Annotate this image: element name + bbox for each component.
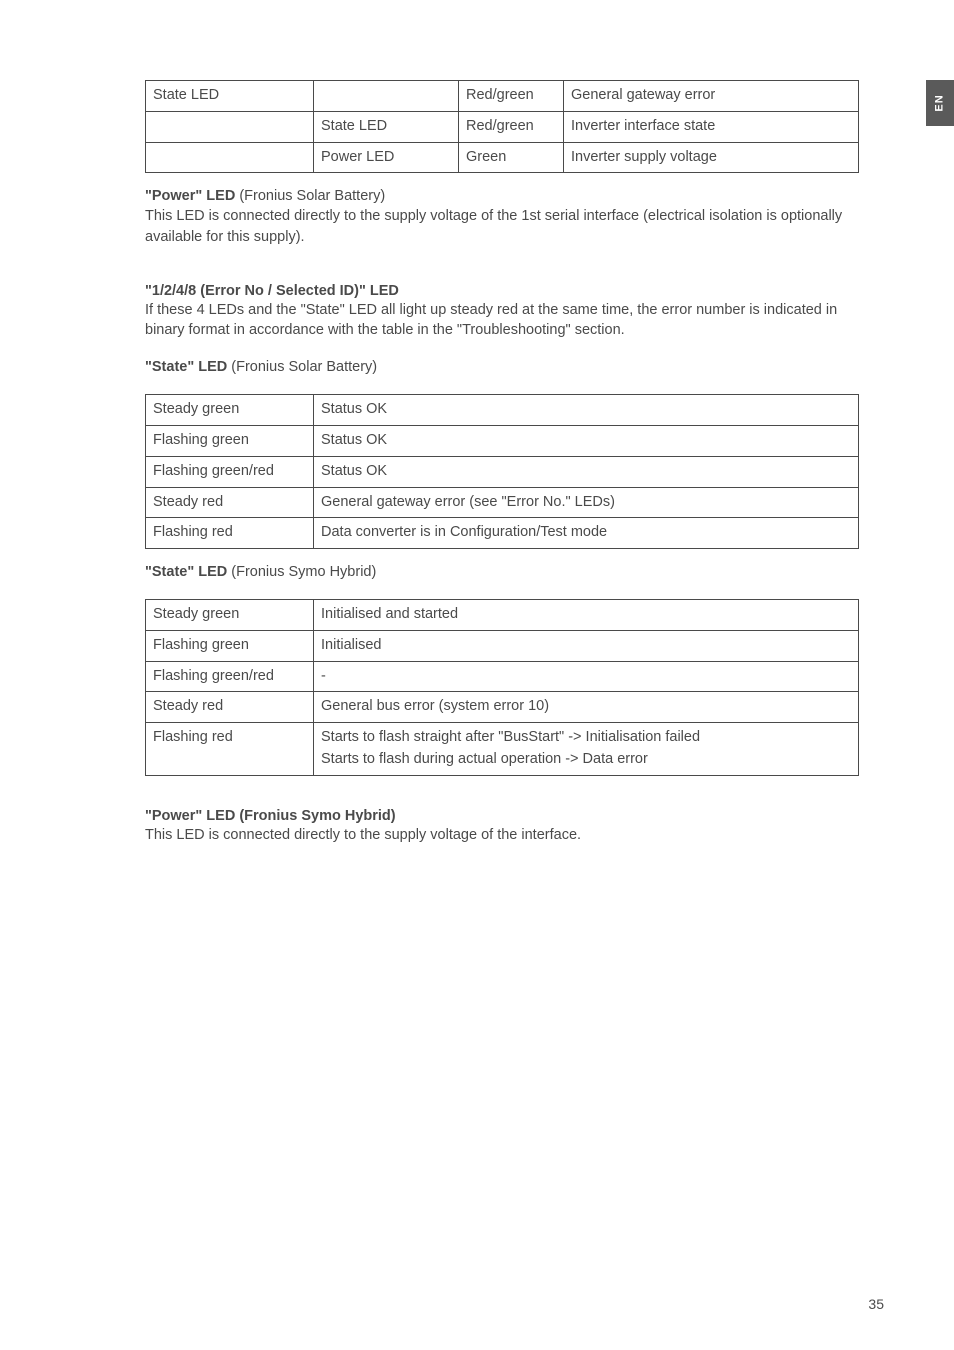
section-title-bold: "1/2/4/8 (Error No / Selected ID)" LED: [145, 283, 859, 299]
table-row: Steady green Initialised and started: [146, 600, 859, 631]
cell: Flashing red: [146, 518, 314, 549]
cell: Steady red: [146, 487, 314, 518]
table-row: State LED Red/green Inverter interface s…: [146, 111, 859, 142]
error-led-section: "1/2/4/8 (Error No / Selected ID)" LED I…: [145, 283, 859, 341]
section-title-suffix: (Fronius Symo Hybrid): [227, 564, 376, 580]
table-row: Flashing green/red Status OK: [146, 456, 859, 487]
section-title-suffix: (Fronius Solar Battery): [227, 359, 377, 375]
cell: State LED: [146, 81, 314, 112]
cell: General gateway error (see "Error No." L…: [314, 487, 859, 518]
cell: Flashing green: [146, 426, 314, 457]
table-row: Flashing red Data converter is in Config…: [146, 518, 859, 549]
led-overview-table: State LED Red/green General gateway erro…: [145, 80, 859, 173]
cell: Flashing green: [146, 630, 314, 661]
cell: Steady green: [146, 600, 314, 631]
cell: Status OK: [314, 395, 859, 426]
cell: Power LED: [314, 142, 459, 173]
state-led-battery-table: Steady green Status OK Flashing green St…: [145, 394, 859, 549]
table-row: State LED Red/green General gateway erro…: [146, 81, 859, 112]
cell: [146, 111, 314, 142]
page-content: State LED Red/green General gateway erro…: [0, 0, 954, 845]
section-paragraph: This LED is connected directly to the su…: [145, 206, 859, 247]
cell: State LED: [314, 111, 459, 142]
cell: Flashing green/red: [146, 456, 314, 487]
table-row: Flashing green Initialised: [146, 630, 859, 661]
state-led-hybrid-table: Steady green Initialised and started Fla…: [145, 599, 859, 776]
cell: Green: [459, 142, 564, 173]
section-heading: "State" LED (Fronius Solar Battery): [145, 358, 859, 376]
section-title-bold: "State" LED: [145, 564, 227, 580]
state-led-battery-section: "State" LED (Fronius Solar Battery): [145, 358, 859, 376]
section-title-bold: "Power" LED (Fronius Symo Hybrid): [145, 808, 859, 824]
cell: -: [314, 661, 859, 692]
table-row: Steady red General bus error (system err…: [146, 692, 859, 723]
language-tab: EN: [926, 80, 954, 126]
power-led-section: "Power" LED (Fronius Solar Battery) This…: [145, 187, 859, 247]
section-paragraph: If these 4 LEDs and the "State" LED all …: [145, 300, 859, 341]
section-paragraph: This LED is connected directly to the su…: [145, 825, 859, 845]
table-row: Flashing green Status OK: [146, 426, 859, 457]
cell: General bus error (system error 10): [314, 692, 859, 723]
cell: Flashing green/red: [146, 661, 314, 692]
cell: Status OK: [314, 426, 859, 457]
cell: Steady red: [146, 692, 314, 723]
table-row: Power LED Green Inverter supply voltage: [146, 142, 859, 173]
power-led-hybrid-section: "Power" LED (Fronius Symo Hybrid) This L…: [145, 808, 859, 845]
state-led-hybrid-section: "State" LED (Fronius Symo Hybrid): [145, 563, 859, 581]
table-row: Steady red General gateway error (see "E…: [146, 487, 859, 518]
cell: Initialised and started: [314, 600, 859, 631]
page-number: 35: [868, 1296, 884, 1312]
cell: Starts to flash straight after "BusStart…: [314, 723, 859, 776]
cell: Status OK: [314, 456, 859, 487]
table-row: Steady green Status OK: [146, 395, 859, 426]
cell: Data converter is in Configuration/Test …: [314, 518, 859, 549]
section-title-bold: "Power" LED: [145, 188, 235, 204]
section-title-suffix: (Fronius Solar Battery): [235, 188, 385, 204]
cell: General gateway error: [564, 81, 859, 112]
cell: Red/green: [459, 81, 564, 112]
section-heading: "Power" LED (Fronius Solar Battery): [145, 187, 859, 205]
section-title-bold: "State" LED: [145, 359, 227, 375]
cell: [146, 142, 314, 173]
cell: Inverter interface state: [564, 111, 859, 142]
cell: Flashing red: [146, 723, 314, 776]
cell: Initialised: [314, 630, 859, 661]
cell: Steady green: [146, 395, 314, 426]
cell: Inverter supply voltage: [564, 142, 859, 173]
cell: Red/green: [459, 111, 564, 142]
cell: [314, 81, 459, 112]
table-row: Flashing green/red -: [146, 661, 859, 692]
section-heading: "State" LED (Fronius Symo Hybrid): [145, 563, 859, 581]
table-row: Flashing red Starts to flash straight af…: [146, 723, 859, 776]
language-tab-label: EN: [934, 94, 946, 111]
